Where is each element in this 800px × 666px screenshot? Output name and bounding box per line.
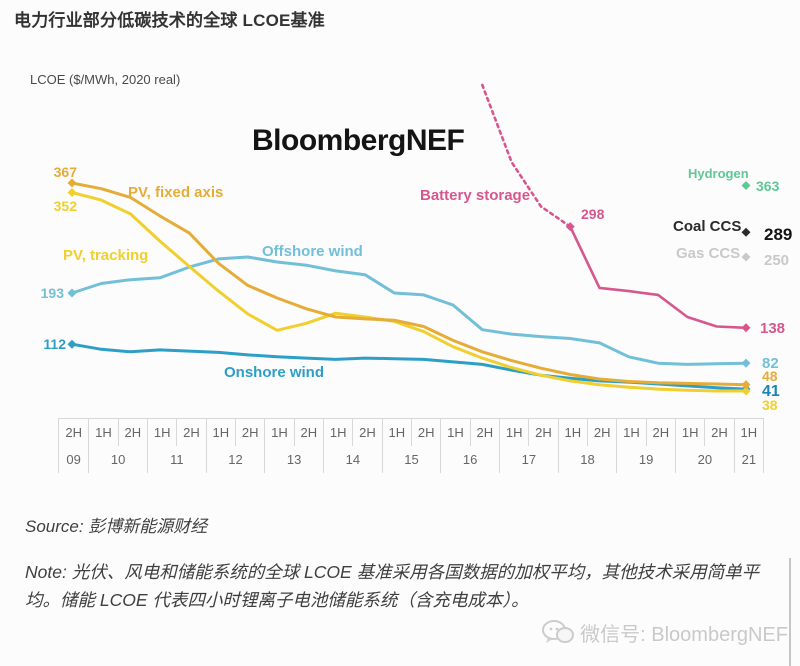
- axis-half-label: 2H: [645, 419, 675, 446]
- axis-half-label: 1H: [147, 419, 176, 446]
- marker-onshore-wind: [67, 339, 77, 349]
- lcoe-line-chart: PV, fixed axis PV, tracking Offshore wind O…: [41, 83, 792, 413]
- right-edge-line: [789, 558, 791, 666]
- series-label: Onshore wind: [224, 364, 324, 381]
- axis-year-label: 19: [616, 446, 675, 473]
- marker-offshore-wind: [67, 288, 77, 298]
- axis-year-label: 13: [264, 446, 323, 473]
- value-label: 82: [762, 355, 779, 372]
- axis-half-label: 1H: [323, 419, 352, 446]
- note-text: Note: 光伏、风电和储能系统的全球 LCOE 基准采用各国数据的加权平均，其…: [25, 562, 760, 610]
- axis-half-label: 2H: [176, 419, 205, 446]
- axis-half-label: 2H: [65, 425, 82, 440]
- axis-half-label: 1H: [88, 419, 117, 446]
- line-offshore-wind: [70, 255, 748, 366]
- y-axis-label: LCOE ($/MWh, 2020 real): [30, 72, 181, 87]
- series-label: PV, fixed axis: [128, 184, 223, 201]
- axis-year-label: 16: [440, 446, 499, 473]
- value-label: 41: [762, 383, 780, 400]
- page-title: 电力行业部分低碳技术的全球 LCOE基准: [14, 11, 325, 30]
- value-label: 289: [764, 225, 792, 244]
- value-label: 193: [41, 285, 65, 301]
- axis-half-label: 2H: [411, 419, 440, 446]
- marker-battery-storage: [565, 222, 575, 232]
- axis-half-label: 2H: [704, 419, 733, 446]
- marker-battery-storage: [741, 323, 751, 333]
- wechat-watermark: 微信号: BloombergNEF: [542, 618, 788, 647]
- wechat-watermark-text: 微信号: BloombergNEF: [580, 624, 788, 646]
- marker-pv-fixed-axis: [67, 178, 77, 188]
- x-axis-year-row: 09 10 11 12 13 14 15 16 17 18 19 20 21: [59, 446, 763, 473]
- axis-year-label: 17: [499, 446, 558, 473]
- line-battery-storage: [568, 225, 748, 330]
- marker-offshore-wind: [741, 358, 751, 368]
- axis-half-label: 1H: [440, 419, 469, 446]
- x-axis: 2H 1H 2H 1H 2H 1H 2H 1H 2H 1H 2H 1H 2H 1H 2H 1H 2H 1H 2H 1H…: [58, 418, 764, 473]
- line-pv-tracking: [70, 191, 748, 393]
- dashed-line-battery-storage: [480, 83, 572, 228]
- axis-half-label: 1H: [499, 419, 528, 446]
- axis-half-label: 2H: [469, 419, 499, 446]
- axis-half-label: 1H: [205, 419, 235, 446]
- axis-year-label: 09: [66, 452, 81, 467]
- axis-half-label: 2H: [587, 419, 616, 446]
- axis-half-label: 2H: [235, 419, 264, 446]
- axis-year-label: 21: [733, 446, 763, 473]
- axis-half-label: 1H: [616, 419, 645, 446]
- marker-pv-tracking: [741, 386, 751, 396]
- value-label: 138: [760, 320, 785, 337]
- value-label: 38: [762, 397, 778, 413]
- axis-year-label: 11: [147, 446, 206, 473]
- axis-year-label: 12: [205, 446, 265, 473]
- axis-year-label: 15: [381, 446, 441, 473]
- series-label: Coal CCS: [673, 218, 741, 235]
- axis-year-label: 10: [88, 446, 147, 473]
- series-label: Gas CCS: [676, 245, 740, 262]
- point-hydrogen: [741, 181, 751, 191]
- source-text: Source: 彭博新能源财经: [25, 517, 208, 536]
- value-label: 48: [762, 368, 778, 384]
- value-label: 367: [54, 164, 78, 180]
- axis-year-label: 14: [323, 446, 382, 473]
- axis-half-label: 1H: [381, 419, 411, 446]
- series-label: Hydrogen: [688, 166, 749, 181]
- axis-year-label: 20: [675, 446, 734, 473]
- axis-half-label: 2H: [293, 419, 323, 446]
- series-label: Offshore wind: [262, 243, 363, 260]
- value-label: 250: [764, 252, 789, 269]
- point-coal-ccs: [741, 227, 751, 237]
- axis-half-label: 1H: [733, 419, 763, 446]
- bloombergnef-watermark: BloombergNEF: [252, 124, 465, 157]
- wechat-icon: [542, 619, 575, 643]
- series-label: PV, tracking: [63, 247, 148, 264]
- axis-half-label: 2H: [528, 419, 557, 446]
- axis-half-label: 2H: [117, 419, 147, 446]
- value-label: 352: [54, 198, 78, 214]
- value-label: 298: [581, 206, 605, 222]
- axis-half-label: 1H: [557, 419, 587, 446]
- marker-pv-fixed-axis: [741, 380, 751, 390]
- axis-year-label: 18: [557, 446, 617, 473]
- axis-half-label: 1H: [675, 419, 704, 446]
- line-pv-fixed-axis: [70, 181, 748, 387]
- marker-pv-tracking: [67, 187, 77, 197]
- x-axis-half-year-row: 2H 1H 2H 1H 2H 1H 2H 1H 2H 1H 2H 1H 2H 1H 2H 1H 2H 1H 2H 1H…: [59, 419, 763, 446]
- point-gas-ccs: [741, 252, 751, 262]
- axis-half-label: 2H: [352, 419, 381, 446]
- value-label: 363: [756, 178, 780, 194]
- axis-half-label: 1H: [264, 419, 293, 446]
- value-label: 112: [43, 336, 66, 352]
- series-label: Battery storage: [420, 187, 530, 204]
